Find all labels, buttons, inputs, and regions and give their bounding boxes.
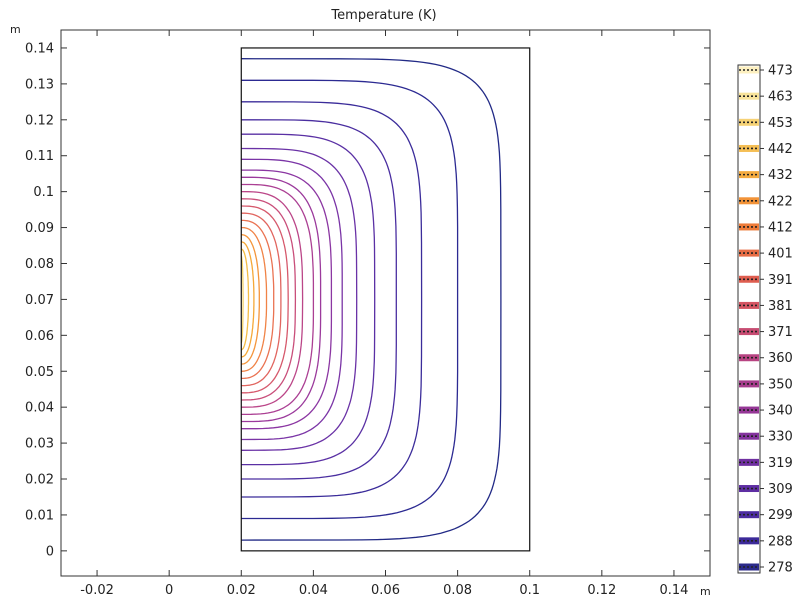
y-axis-ticks: 0 0.01 0.02 0.03 0.04 0.05 0.06 0.07 0.08 0.09 0.1… [25, 41, 710, 559]
plot-frame [60, 29, 711, 577]
contour-line-442 [241, 234, 260, 365]
y-tick-label: 0.02 [25, 473, 54, 488]
x-tick-label: 0.04 [299, 583, 328, 598]
legend-label-288: 288 [768, 534, 793, 549]
legend-label-473: 473 [768, 64, 793, 79]
contour-line-330 [241, 147, 358, 451]
contour-line-299 [241, 101, 423, 498]
legend-label-401: 401 [768, 247, 793, 262]
legend-label-371: 371 [768, 325, 793, 340]
legend-label-309: 309 [768, 482, 793, 497]
contour-line-473 [240, 255, 244, 344]
contour-line-278 [241, 58, 502, 541]
legend-label-278: 278 [768, 561, 793, 576]
legend-label-422: 422 [768, 194, 793, 209]
x-tick-label: 0.08 [443, 583, 472, 598]
y-tick-label: 0.1 [33, 185, 54, 200]
contour-line-288 [241, 79, 459, 520]
contour-line-319 [241, 133, 376, 466]
contour-line-453 [241, 241, 255, 358]
geometry-domain [240, 47, 531, 552]
y-tick-label: 0.03 [25, 437, 54, 452]
x-tick-label: 0.12 [587, 583, 616, 598]
legend-label-463: 463 [768, 90, 793, 105]
contour-line-463 [241, 248, 250, 351]
color-legend: 473 463 453 442 432 422 412 401 391 381 371 360 350 3… [737, 64, 793, 576]
x-tick-label: -0.02 [80, 583, 114, 598]
legend-label-330: 330 [768, 430, 793, 445]
legend-label-412: 412 [768, 220, 793, 235]
y-tick-label: 0.06 [25, 329, 54, 344]
y-tick-label: 0.13 [25, 77, 54, 92]
contour-line-381 [241, 190, 304, 408]
legend-label-432: 432 [768, 168, 793, 183]
y-tick-label: 0.01 [25, 508, 54, 523]
y-tick-label: 0.04 [25, 401, 54, 416]
contour-line-360 [241, 176, 322, 423]
y-tick-label: 0.08 [25, 257, 54, 272]
contour-line-401 [241, 205, 289, 394]
y-tick-label: 0.05 [25, 365, 54, 380]
legend-label-391: 391 [768, 273, 793, 288]
y-tick-label: 0.14 [25, 41, 54, 56]
y-tick-label: 0.07 [25, 293, 54, 308]
x-tick-label: 0.1 [519, 583, 540, 598]
y-tick-label: 0.09 [25, 221, 54, 236]
x-axis-ticks: -0.02 0 0.02 0.04 0.06 0.08 0.1 0.12 0.14 [80, 30, 688, 598]
x-tick-label: 0.14 [659, 583, 688, 598]
contour-line-371 [241, 183, 315, 416]
x-tick-label: 0.02 [227, 583, 256, 598]
x-unit-label: m [700, 585, 711, 598]
legend-label-340: 340 [768, 404, 793, 419]
chart-title: Temperature (K) [330, 8, 436, 23]
contour-lines [240, 58, 502, 541]
x-tick-label: 0 [165, 583, 173, 598]
contour-line-422 [241, 219, 275, 380]
y-unit-label: m [10, 23, 21, 36]
legend-label-299: 299 [768, 508, 793, 523]
contour-line-432 [241, 226, 268, 372]
contour-line-391 [241, 198, 297, 401]
contour-line-340 [241, 158, 343, 441]
legend-label-360: 360 [768, 351, 793, 366]
contour-line-309 [241, 119, 397, 480]
contour-line-412 [241, 212, 282, 387]
x-tick-label: 0.06 [371, 583, 400, 598]
contour-line-350 [241, 169, 333, 430]
y-tick-label: 0 [46, 544, 54, 559]
legend-label-319: 319 [768, 456, 793, 471]
legend-label-442: 442 [768, 142, 793, 157]
legend-label-453: 453 [768, 116, 793, 131]
y-tick-label: 0.11 [25, 149, 54, 164]
legend-frame [737, 64, 761, 574]
y-tick-label: 0.12 [25, 113, 54, 128]
legend-label-381: 381 [768, 299, 793, 314]
legend-label-350: 350 [768, 377, 793, 392]
